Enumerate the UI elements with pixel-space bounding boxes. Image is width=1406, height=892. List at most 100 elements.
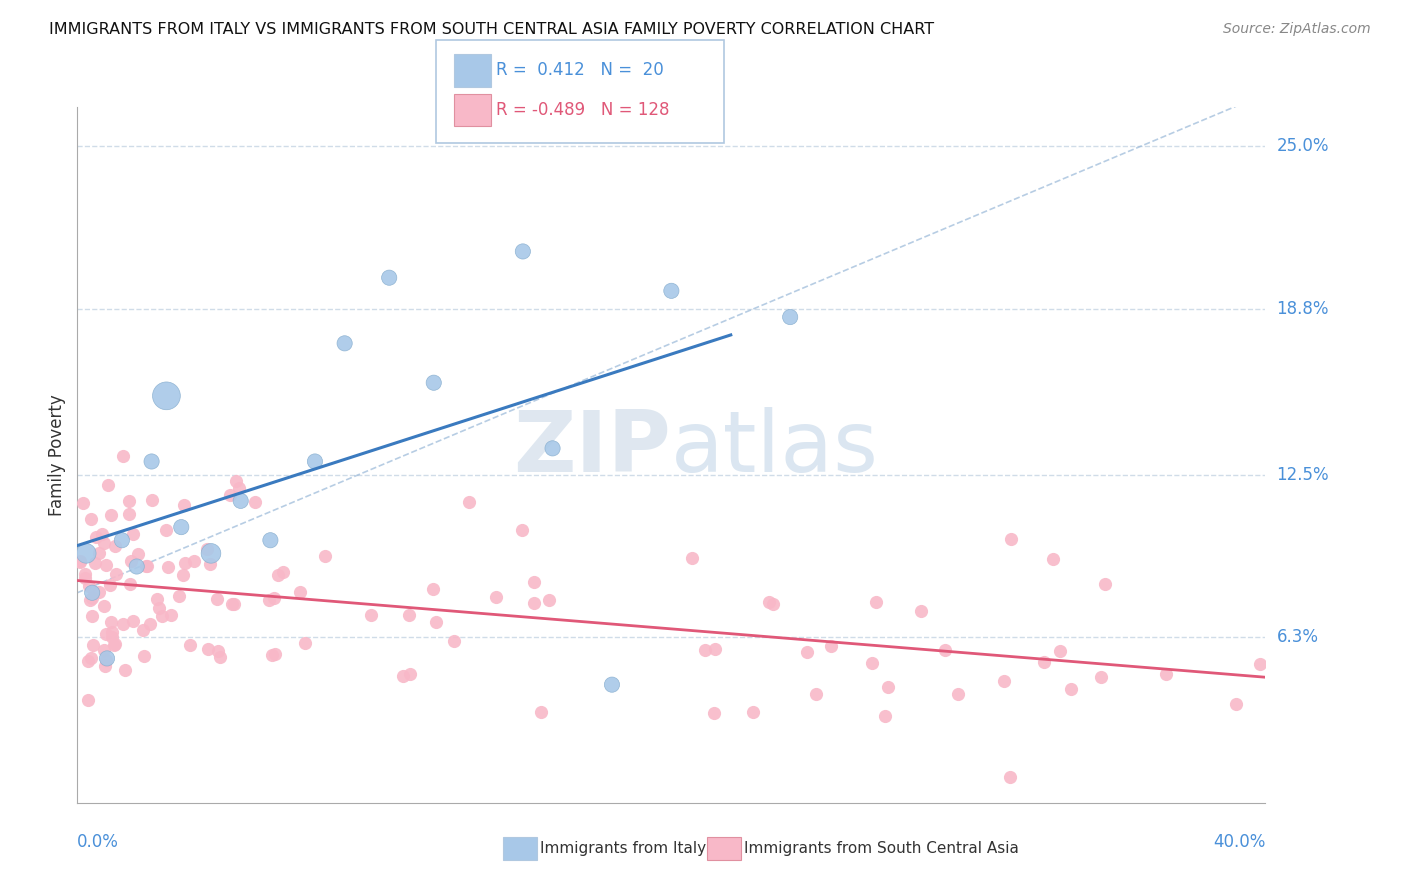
Point — [741, 705, 763, 719]
Point — [75, 546, 97, 560]
Point — [135, 558, 157, 573]
Point — [1094, 577, 1116, 591]
Point — [796, 645, 818, 659]
Point — [160, 608, 183, 623]
Point — [1000, 532, 1022, 546]
Text: R = -0.489   N = 128: R = -0.489 N = 128 — [496, 101, 669, 119]
Point — [512, 523, 534, 537]
Point — [157, 560, 180, 574]
Point — [294, 636, 316, 650]
Text: R =  0.412   N =  20: R = 0.412 N = 20 — [496, 62, 664, 79]
Point — [150, 609, 173, 624]
Point — [172, 568, 194, 582]
Text: 40.0%: 40.0% — [1213, 833, 1265, 851]
Point — [82, 586, 104, 600]
Point — [288, 585, 311, 599]
Point — [228, 481, 250, 495]
Point — [523, 596, 546, 610]
Point — [155, 389, 177, 403]
Point — [457, 495, 479, 509]
Point — [1032, 655, 1054, 669]
Point — [121, 614, 143, 628]
Text: 25.0%: 25.0% — [1277, 137, 1329, 155]
Point — [779, 310, 801, 324]
Point — [73, 566, 96, 581]
Point — [425, 615, 447, 629]
Point — [87, 585, 110, 599]
Text: Immigrants from Italy: Immigrants from Italy — [540, 841, 706, 855]
Point — [114, 663, 136, 677]
Point — [260, 648, 283, 663]
Point — [80, 591, 103, 605]
Point — [98, 578, 121, 592]
Point — [259, 533, 281, 548]
Point — [946, 687, 969, 701]
Point — [93, 642, 115, 657]
Point — [806, 687, 828, 701]
Point — [104, 566, 127, 581]
Point — [131, 623, 153, 637]
Point — [378, 270, 401, 285]
Point — [111, 449, 134, 463]
Point — [263, 591, 285, 606]
Point — [155, 523, 177, 537]
Point — [117, 493, 139, 508]
Point — [392, 669, 415, 683]
Point — [77, 579, 100, 593]
Point — [111, 533, 134, 548]
Point — [257, 593, 280, 607]
Point — [112, 617, 135, 632]
Y-axis label: Family Poverty: Family Poverty — [48, 394, 66, 516]
Text: 12.5%: 12.5% — [1277, 466, 1329, 483]
Point — [148, 601, 170, 615]
Point — [179, 638, 201, 652]
Point — [221, 597, 243, 611]
Point — [1059, 682, 1081, 697]
Point — [820, 640, 842, 654]
Point — [200, 546, 222, 560]
Point — [82, 608, 104, 623]
Text: IMMIGRANTS FROM ITALY VS IMMIGRANTS FROM SOUTH CENTRAL ASIA FAMILY POVERTY CORRE: IMMIGRANTS FROM ITALY VS IMMIGRANTS FROM… — [49, 22, 935, 37]
Point — [1154, 667, 1177, 681]
Point — [399, 666, 422, 681]
Text: atlas: atlas — [672, 407, 879, 490]
Point — [877, 680, 900, 694]
Point — [135, 558, 157, 573]
Point — [423, 376, 446, 390]
Point — [537, 593, 560, 607]
Point — [141, 493, 163, 508]
Point — [224, 597, 246, 611]
Point — [80, 650, 103, 665]
Point — [96, 558, 118, 573]
Point — [174, 556, 197, 570]
Text: ZIP: ZIP — [513, 407, 672, 490]
Point — [243, 495, 266, 509]
Point — [865, 595, 887, 609]
Point — [218, 488, 240, 502]
Point — [600, 678, 623, 692]
Point — [875, 709, 897, 723]
Point — [273, 565, 295, 579]
Text: Immigrants from South Central Asia: Immigrants from South Central Asia — [744, 841, 1019, 855]
Point — [120, 554, 142, 568]
Point — [120, 577, 142, 591]
Point — [530, 705, 553, 719]
Point — [523, 575, 546, 590]
Point — [360, 608, 382, 623]
Point — [205, 591, 228, 606]
Point — [264, 647, 287, 661]
Point — [1090, 670, 1112, 684]
Point — [314, 549, 336, 564]
Point — [82, 638, 104, 652]
Point — [1042, 552, 1064, 566]
Point — [104, 636, 127, 650]
Point — [703, 706, 725, 721]
Point — [100, 615, 122, 630]
Point — [96, 651, 118, 665]
Point — [170, 520, 193, 534]
Point — [208, 649, 231, 664]
Point — [72, 496, 94, 510]
Point — [101, 631, 124, 645]
Point — [1249, 657, 1271, 671]
Point — [87, 545, 110, 559]
